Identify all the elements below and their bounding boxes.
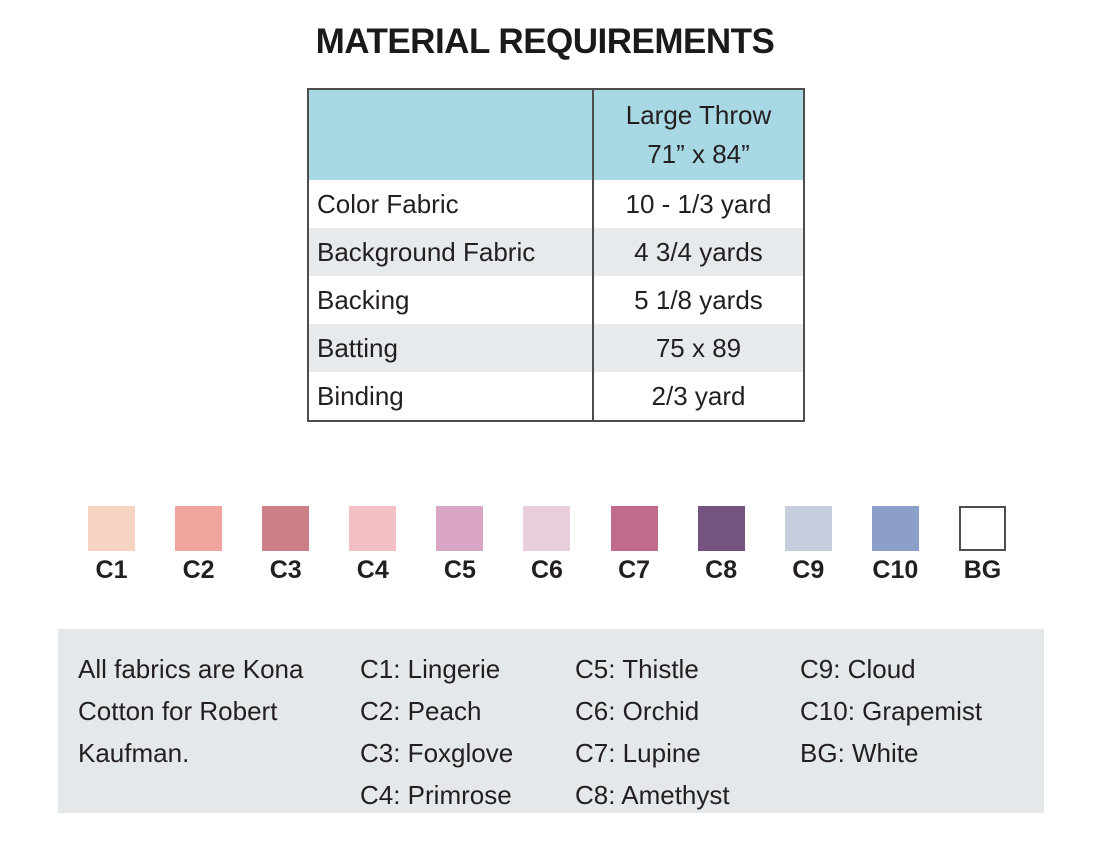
row-label: Color Fabric	[317, 188, 459, 219]
row-value: 5 1/8 yards	[592, 276, 803, 324]
swatch-color-c2	[175, 506, 223, 551]
swatch-item: C6	[523, 506, 571, 585]
row-value: 75 x 89	[592, 324, 803, 372]
row-value: 4 3/4 yards	[592, 228, 803, 276]
swatch-item: C8	[697, 506, 745, 585]
row-label: Backing	[317, 284, 410, 315]
swatch-item: C9	[784, 506, 832, 585]
table-row: Color Fabric 10 - 1/3 yard	[309, 180, 803, 228]
swatch-color-c3	[262, 506, 310, 551]
legend-column-3: C9: Cloud C10: Grapemist BG: White	[800, 648, 1044, 813]
swatch-label: C6	[530, 556, 563, 584]
legend-entry: C4: Primrose	[360, 780, 512, 810]
swatch-row: C1 C2 C3 C4 C5 C6 C7 C8 C9 C10 BG	[88, 506, 1006, 585]
row-value: 2/3 yard	[592, 372, 803, 420]
swatch-color-c9	[784, 506, 832, 551]
table-header-size-cell: Large Throw 71” x 84”	[592, 90, 803, 180]
swatch-color-c10	[871, 506, 919, 551]
legend-entry: C2: Peach	[360, 696, 482, 726]
table-row: Background Fabric 4 3/4 yards	[309, 228, 803, 276]
swatch-color-c8	[697, 506, 745, 551]
table-row: Backing 5 1/8 yards	[309, 276, 803, 324]
material-requirements-table: Large Throw 71” x 84” Color Fabric 10 - 1…	[307, 88, 805, 422]
legend-entry: C6: Orchid	[575, 696, 700, 726]
legend-entry: BG: White	[800, 738, 919, 768]
swatch-item: C1	[88, 506, 135, 585]
legend-entry: C7: Lupine	[575, 738, 701, 768]
table-header-empty-cell	[309, 90, 592, 180]
swatch-label: C4	[356, 556, 389, 584]
legend-entry: C3: Foxglove	[360, 738, 514, 768]
row-label: Batting	[317, 332, 398, 363]
legend-entry: C8: Amethyst	[575, 780, 730, 810]
table-row: Binding 2/3 yard	[309, 372, 803, 420]
row-label: Binding	[317, 380, 404, 411]
swatch-label: BG	[963, 556, 1002, 584]
size-header-line2: 71” x 84”	[647, 139, 750, 169]
swatch-label: C10	[872, 556, 919, 584]
legend-entry: C5: Thistle	[575, 654, 699, 684]
swatch-label: C5	[443, 556, 476, 584]
legend-entry: C10: Grapemist	[800, 696, 983, 726]
swatch-item: BG	[958, 506, 1006, 585]
swatch-color-c4	[349, 506, 397, 551]
swatch-item: C7	[610, 506, 658, 585]
swatch-color-c7	[610, 506, 658, 551]
fabric-legend: All fabrics are Kona Cotton for Robert K…	[58, 629, 1044, 813]
size-header-line1: Large Throw	[625, 100, 772, 130]
swatch-color-c6	[523, 506, 571, 551]
swatch-color-bg	[958, 506, 1006, 551]
row-value: 10 - 1/3 yard	[592, 180, 803, 228]
swatch-label: C2	[182, 556, 215, 584]
legend-entry: C1: Lingerie	[360, 654, 501, 684]
fabric-note: All fabrics are Kona Cotton for Robert K…	[78, 654, 304, 768]
swatch-item: C10	[871, 506, 919, 585]
swatch-item: C5	[436, 506, 484, 585]
swatch-label: C9	[792, 556, 825, 584]
row-label: Background Fabric	[317, 236, 536, 267]
legend-column-2: C5: Thistle C6: Orchid C7: Lupine C8: Ameth…	[575, 648, 800, 813]
table-header-row: Large Throw 71” x 84”	[309, 90, 803, 180]
swatch-item: C3	[262, 506, 310, 585]
swatch-item: C4	[349, 506, 397, 585]
swatch-color-c5	[436, 506, 484, 551]
swatch-color-c1	[88, 506, 135, 551]
page-title: MATERIAL REQUIREMENTS	[315, 22, 775, 61]
swatch-label: C3	[269, 556, 302, 584]
swatch-label: C7	[618, 556, 651, 584]
legend-column-1: C1: Lingerie C2: Peach C3: Foxglove C4: Pri…	[360, 648, 575, 813]
swatch-label: C8	[705, 556, 738, 584]
table-body: Color Fabric 10 - 1/3 yard Background Fabr…	[309, 180, 803, 420]
legend-entry: C9: Cloud	[800, 654, 916, 684]
table-row: Batting 75 x 89	[309, 324, 803, 372]
swatch-label: C1	[95, 556, 128, 584]
swatch-item: C2	[175, 506, 223, 585]
